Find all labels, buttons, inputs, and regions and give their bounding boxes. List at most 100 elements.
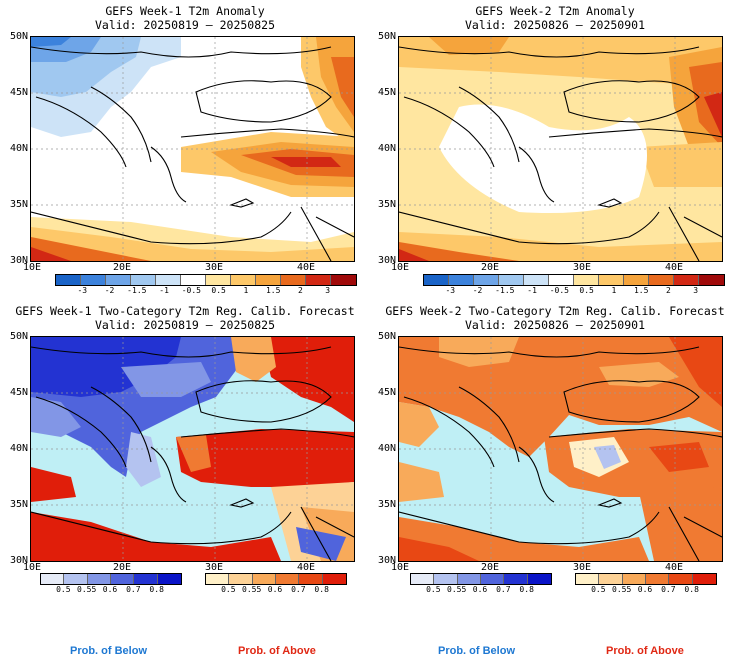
colorbar-swatch <box>576 574 600 584</box>
panel-valid-dates: Valid: 20250826 – 20250901 <box>464 18 645 32</box>
below-prob-colorbar <box>40 573 182 585</box>
colorbar-tick-label: 0.6 <box>267 585 283 594</box>
below-prob-ticks: 0.5 0.55 0.6 0.7 0.8 <box>40 585 180 595</box>
colorbar-swatch <box>206 275 231 285</box>
colorbar-swatch <box>229 574 253 584</box>
lon-label-20e: 20E <box>480 262 500 273</box>
lat-label-45n: 45N <box>9 87 28 98</box>
colorbar-tick-label: 0.8 <box>149 585 164 594</box>
lon-label-40e: 40E <box>296 262 316 273</box>
above-prob-colorbar <box>205 573 347 585</box>
lat-label-30n: 30N <box>377 555 396 566</box>
colorbar-tick-label: 1 <box>611 286 617 295</box>
lat-label-50n: 50N <box>377 31 396 42</box>
colorbar-swatch <box>41 574 65 584</box>
colorbar-swatch <box>674 275 699 285</box>
map-week1-probability <box>30 336 355 562</box>
lon-label-30e: 30E <box>572 562 592 573</box>
colorbar-tick-label: 0.7 <box>126 585 141 594</box>
lat-label-35n: 35N <box>377 499 396 510</box>
prob-above-label: Prob. of Above <box>606 645 684 657</box>
lon-label-10e: 10E <box>390 562 410 573</box>
panel-title: GEFS Week-2 Two-Category T2m Reg. Calib.… <box>385 304 725 318</box>
colorbar-swatch <box>181 275 206 285</box>
colorbar-swatch <box>622 574 646 584</box>
colorbar-tick-label: 0.55 <box>612 585 632 594</box>
panel-title: GEFS Week-2 T2m Anomaly <box>475 4 635 18</box>
lat-label-50n: 50N <box>9 31 28 42</box>
colorbar-tick-label: 1.5 <box>265 286 281 295</box>
colorbar-swatch <box>252 574 276 584</box>
colorbar-swatch <box>411 574 435 584</box>
colorbar-swatch <box>110 574 135 584</box>
lat-label-40n: 40N <box>9 143 28 154</box>
lon-label-40e: 40E <box>296 562 316 573</box>
lon-label-30e: 30E <box>572 262 592 273</box>
colorbar-tick-label: 0.5 <box>56 585 71 594</box>
lon-label-20e: 20E <box>112 562 132 573</box>
anomaly-colorbar <box>423 274 725 286</box>
colorbar-swatch <box>699 275 724 285</box>
colorbar-tick-label: -0.5 <box>181 286 201 295</box>
colorbar-tick-label: -1 <box>159 286 169 295</box>
colorbar-swatch <box>599 275 624 285</box>
colorbar-tick-label: -1.5 <box>495 286 515 295</box>
colorbar-swatch <box>306 275 331 285</box>
colorbar-swatch <box>524 275 549 285</box>
colorbar-tick-label: 0.6 <box>102 585 118 594</box>
prob-below-label: Prob. of Below <box>70 645 147 657</box>
colorbar-tick-label: -3 <box>445 286 456 295</box>
colorbar-swatch <box>449 275 474 285</box>
panel-title: GEFS Week-1 Two-Category T2m Reg. Calib.… <box>15 304 355 318</box>
lat-label-30n: 30N <box>9 555 28 566</box>
colorbar-tick-label: 0.5 <box>579 286 594 295</box>
lat-label-30n: 30N <box>377 255 396 266</box>
colorbar-swatch <box>81 275 106 285</box>
above-prob-ticks: 0.5 0.55 0.6 0.7 0.8 <box>205 585 345 595</box>
colorbar-swatch <box>106 275 131 285</box>
colorbar-swatch <box>424 275 449 285</box>
colorbar-swatch <box>206 574 230 584</box>
colorbar-swatch <box>322 574 346 584</box>
colorbar-swatch <box>499 275 524 285</box>
colorbar-swatch <box>157 574 181 584</box>
map-week2-probability <box>398 336 723 562</box>
colorbar-swatch <box>527 574 551 584</box>
colorbar-swatch <box>281 275 306 285</box>
colorbar-swatch <box>434 574 458 584</box>
colorbar-swatch <box>474 275 499 285</box>
lat-label-40n: 40N <box>377 443 396 454</box>
colorbar-swatch <box>156 275 181 285</box>
colorbar-swatch <box>134 574 158 584</box>
colorbar-tick-label: 0.6 <box>472 585 488 594</box>
panel-valid-dates: Valid: 20250819 – 20250825 <box>94 318 275 332</box>
prob-below-label: Prob. of Below <box>438 645 515 657</box>
lon-label-20e: 20E <box>480 562 500 573</box>
prob-above-label: Prob. of Above <box>238 645 316 657</box>
lat-label-45n: 45N <box>377 87 396 98</box>
colorbar-tick-label: 3 <box>325 286 331 295</box>
lat-label-45n: 45N <box>9 387 28 398</box>
colorbar-tick-label: 1 <box>243 286 249 295</box>
colorbar-tick-label: 0.8 <box>519 585 534 594</box>
lon-label-10e: 10E <box>22 562 42 573</box>
above-prob-ticks: 0.5 0.55 0.6 0.7 0.8 <box>575 585 715 595</box>
colorbar-swatch <box>480 574 505 584</box>
colorbar-swatch <box>331 275 356 285</box>
colorbar-swatch <box>87 574 111 584</box>
below-prob-colorbar <box>410 573 552 585</box>
colorbar-swatch <box>599 574 623 584</box>
map-week2-anomaly <box>398 36 723 262</box>
colorbar-swatch <box>669 574 693 584</box>
below-prob-ticks: 0.5 0.55 0.6 0.7 0.8 <box>410 585 550 595</box>
colorbar-swatch <box>645 574 670 584</box>
colorbar-tick-label: -2 <box>472 286 483 295</box>
colorbar-tick-label: 0.6 <box>637 585 653 594</box>
colorbar-tick-label: -1.5 <box>127 286 147 295</box>
colorbar-swatch <box>504 574 528 584</box>
colorbar-tick-label: 1.5 <box>633 286 649 295</box>
anomaly-colorbar <box>55 274 357 286</box>
colorbar-tick-label: 0.55 <box>242 585 262 594</box>
colorbar-tick-label: 2 <box>666 286 671 295</box>
colorbar-tick-label: 0.5 <box>221 585 236 594</box>
